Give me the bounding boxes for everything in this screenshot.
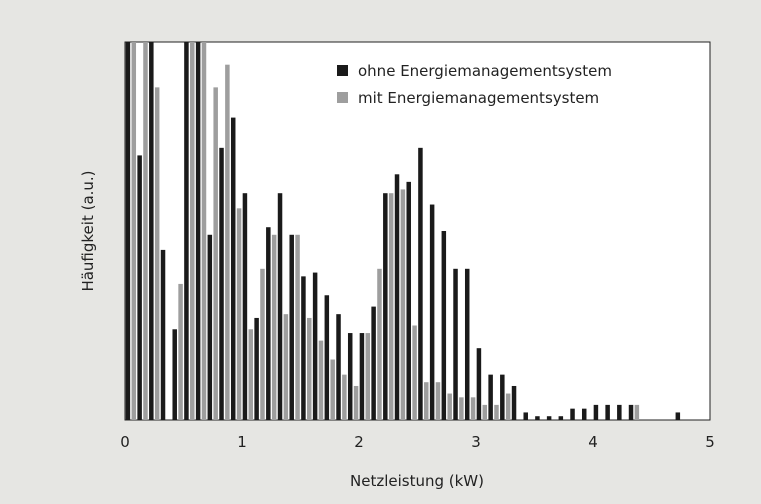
bar-ohne-18	[336, 314, 341, 420]
x-tick-0: 0	[120, 433, 130, 451]
bar-ohne-26	[429, 204, 435, 420]
y-axis-label: Häufigkeit (a.u.)	[79, 170, 97, 291]
bar-ohne-15	[301, 276, 306, 420]
bar-mit-32	[505, 393, 511, 420]
bar-ohne-30	[476, 348, 482, 420]
bar-ohne-41	[605, 404, 610, 420]
legend: ohne Energiemanagementsystem mit Energie…	[337, 62, 612, 107]
bar-mit-20	[365, 333, 371, 420]
bar-mit-0	[131, 42, 137, 420]
bar-ohne-16	[312, 272, 318, 420]
bar-mit-18	[342, 374, 347, 420]
bar-ohne-33	[511, 385, 517, 420]
bar-mit-6	[201, 42, 207, 420]
bar-mit-21	[377, 268, 382, 420]
bar-mit-29	[470, 397, 476, 420]
bar-mit-13	[283, 314, 289, 420]
bar-ohne-7	[207, 234, 213, 420]
bar-ohne-47	[675, 412, 681, 420]
bar-mit-31	[494, 404, 499, 420]
bar-mit-19	[353, 385, 359, 420]
bar-ohne-9	[230, 117, 236, 420]
bar-mit-27	[447, 393, 452, 420]
bar-mit-28	[459, 397, 464, 420]
bar-ohne-13	[277, 193, 283, 420]
x-axis-label: Netzleistung (kW)	[350, 472, 484, 490]
bar-ohne-11	[254, 317, 259, 420]
bar-ohne-43	[628, 404, 634, 420]
bar-mit-8	[225, 64, 230, 421]
bar-ohne-0	[125, 42, 131, 420]
bar-ohne-5	[184, 42, 189, 420]
bar-ohne-20	[359, 333, 365, 420]
legend-swatch-ohne	[337, 65, 348, 76]
bar-ohne-3	[160, 249, 166, 420]
bar-mit-22	[388, 193, 394, 420]
bar-mit-23	[400, 189, 406, 420]
bar-mit-15	[307, 317, 312, 420]
bar-ohne-36	[546, 416, 552, 420]
bar-ohne-25	[418, 147, 423, 420]
bar-ohne-40	[593, 404, 599, 420]
legend-swatch-mit	[337, 92, 348, 103]
bar-ohne-31	[488, 374, 493, 420]
bar-ohne-4	[172, 329, 177, 420]
bar-ohne-42	[617, 404, 622, 420]
bar-ohne-27	[441, 231, 447, 420]
bar-mit-10	[248, 329, 254, 420]
bar-mit-2	[154, 87, 160, 421]
bar-ohne-12	[266, 227, 271, 420]
bar-ohne-17	[324, 295, 330, 420]
bar-mit-7	[213, 87, 218, 421]
bars-group	[125, 42, 681, 421]
legend-label-mit: mit Energiemanagementsystem	[358, 89, 599, 107]
x-tick-4: 4	[588, 433, 598, 451]
x-tick-2: 2	[354, 433, 364, 451]
bar-mit-43	[634, 404, 640, 420]
bar-mit-26	[435, 382, 441, 420]
bar-mit-17	[330, 359, 335, 420]
bar-mit-11	[260, 268, 265, 420]
bar-ohne-6	[195, 42, 201, 420]
bar-ohne-23	[394, 174, 400, 420]
x-tick-3: 3	[471, 433, 481, 451]
bar-mit-25	[424, 382, 429, 420]
bar-ohne-14	[289, 234, 294, 420]
bar-ohne-35	[535, 416, 540, 420]
bar-mit-1	[143, 42, 148, 420]
bar-ohne-28	[453, 268, 458, 420]
bar-mit-30	[482, 404, 488, 420]
bar-mit-5	[190, 42, 195, 420]
legend-label-ohne: ohne Energiemanagementsystem	[358, 62, 612, 80]
bar-mit-16	[318, 340, 324, 420]
bar-ohne-19	[347, 333, 353, 420]
x-tick-5: 5	[705, 433, 715, 451]
bar-mit-12	[271, 234, 277, 420]
bar-ohne-1	[137, 155, 142, 420]
x-tick-1: 1	[237, 433, 247, 451]
bar-ohne-8	[219, 147, 224, 420]
bar-ohne-29	[464, 268, 470, 420]
bar-ohne-37	[558, 416, 564, 420]
bar-ohne-22	[383, 193, 388, 420]
bar-ohne-10	[242, 193, 248, 420]
bar-ohne-2	[149, 42, 154, 420]
bar-ohne-21	[371, 306, 376, 420]
bar-ohne-38	[570, 408, 575, 420]
x-tick-labels: 0 1 2 3 4 5	[120, 433, 715, 451]
bar-ohne-34	[523, 412, 528, 420]
bar-ohne-32	[500, 374, 505, 420]
bar-mit-14	[295, 234, 300, 420]
bar-ohne-24	[406, 181, 411, 420]
bar-mit-4	[178, 283, 183, 420]
bar-mit-9	[236, 208, 242, 420]
bar-ohne-39	[581, 408, 587, 420]
bar-mit-24	[412, 325, 417, 420]
